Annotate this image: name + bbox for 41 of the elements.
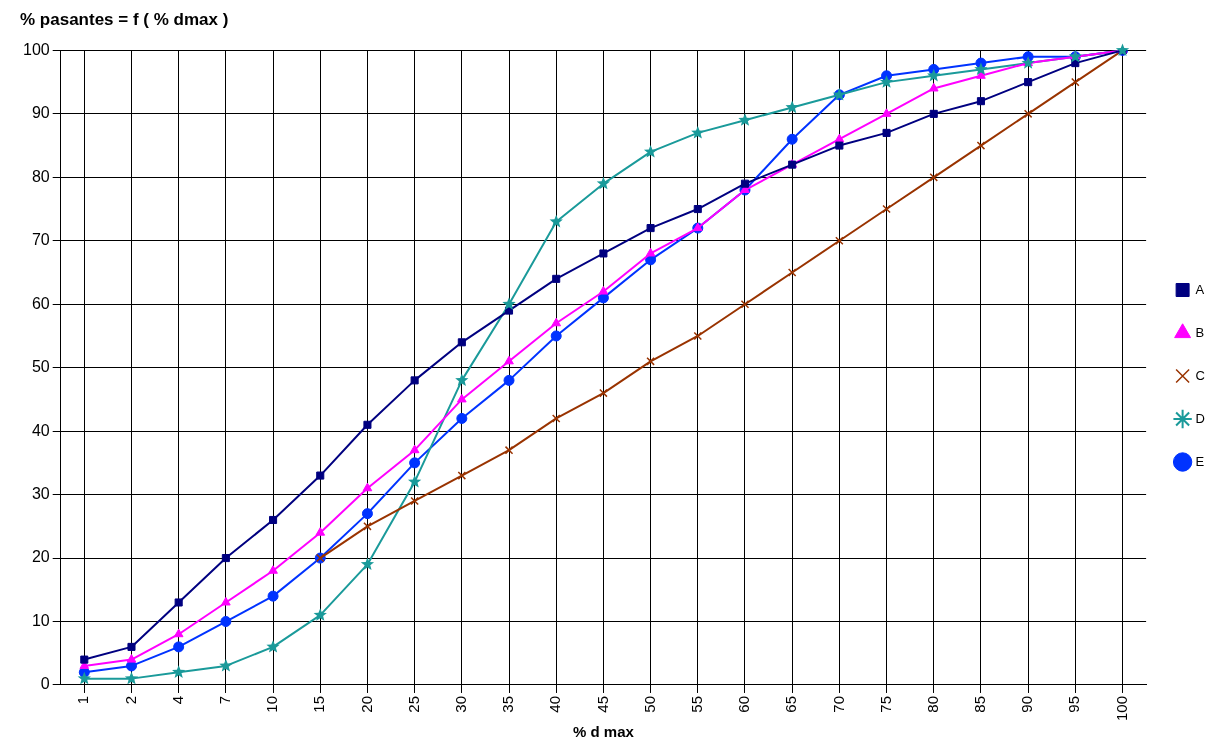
y-tick-label: 60 — [31, 294, 50, 312]
x-tick-label: 7 — [216, 695, 234, 705]
x-tick-label: 100 — [1112, 695, 1130, 721]
x-tick-label: 95 — [1065, 695, 1083, 713]
x-tick-label: 1 — [74, 695, 92, 705]
y-tick-label: 30 — [31, 485, 50, 503]
chart-title: % pasantes = f ( % dmax ) — [20, 9, 229, 29]
y-tick-label: 80 — [31, 167, 50, 185]
legend-label: D — [1195, 410, 1205, 426]
x-tick-label: 60 — [735, 695, 753, 713]
x-tick-label: 10 — [263, 695, 281, 713]
legend-label: B — [1195, 324, 1205, 340]
x-tick-label: 20 — [357, 695, 375, 713]
x-tick-label: 30 — [451, 695, 469, 713]
y-tick-label: 70 — [31, 231, 50, 249]
legend-label: C — [1195, 367, 1205, 383]
x-tick-label: 70 — [829, 695, 847, 713]
y-tick-label: 100 — [22, 40, 50, 58]
x-tick-label: 55 — [687, 695, 705, 713]
legend-label: E — [1195, 453, 1205, 469]
x-tick-label: 75 — [876, 695, 894, 713]
x-tick-label: 90 — [1018, 695, 1036, 713]
x-tick-label: 25 — [404, 695, 422, 713]
x-tick-label: 40 — [546, 695, 564, 713]
x-tick-label: 50 — [640, 695, 658, 713]
x-tick-label: 45 — [593, 695, 611, 713]
y-tick-label: 90 — [31, 104, 50, 122]
y-tick-label: 0 — [40, 675, 50, 693]
x-tick-label: 35 — [499, 695, 517, 713]
x-tick-label: 80 — [923, 695, 941, 713]
y-tick-label: 40 — [31, 421, 50, 439]
x-tick-label: 2 — [121, 695, 139, 705]
x-tick-label: 15 — [310, 695, 328, 713]
x-tick-label: 4 — [168, 695, 186, 705]
x-tick-label: 65 — [782, 695, 800, 713]
x-axis-title: % d max — [572, 723, 635, 741]
y-tick-label: 10 — [31, 611, 50, 629]
x-tick-label: 85 — [971, 695, 989, 713]
legend-label: A — [1195, 281, 1205, 297]
y-tick-label: 20 — [31, 548, 50, 566]
y-tick-label: 50 — [31, 358, 50, 376]
